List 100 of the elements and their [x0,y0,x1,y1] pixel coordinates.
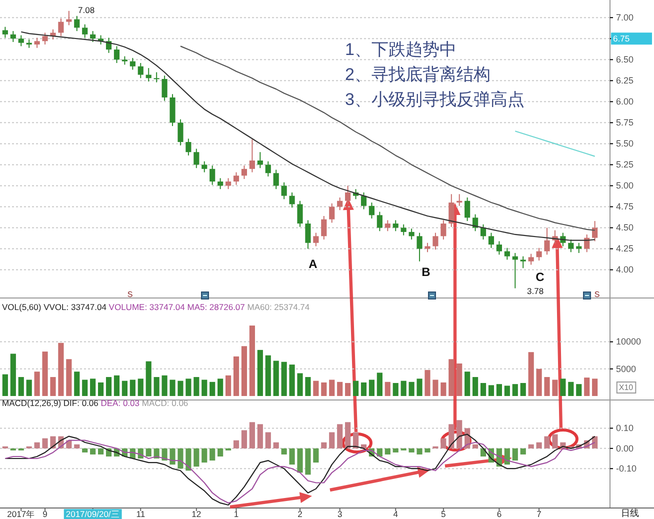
candlestick [376,211,382,232]
y-tick-label: 5000 [616,364,636,374]
candlestick [202,160,208,173]
candlestick [488,232,494,248]
bar [202,448,208,463]
bar [98,382,104,396]
bar [218,378,224,396]
bar [90,378,96,396]
bar [297,373,303,396]
bar [42,352,48,396]
bar [186,448,192,471]
candlestick [368,202,374,220]
candlestick [210,165,216,186]
annotation: 7.08 [78,5,95,15]
bar [281,362,287,396]
bar [218,448,224,456]
x-tick-label: 2 [298,509,303,519]
bar [2,374,8,396]
text: DEA: 0.03 [100,398,142,408]
annotation: 2、寻找底背离结构 [345,65,490,84]
bar [504,448,510,465]
candlestick [34,37,40,48]
bar [337,424,343,448]
candlestick [281,182,287,200]
y-tick-label: 6.50 [616,54,634,65]
y-tick-label: 0.00 [616,443,634,454]
bar [456,363,462,396]
bar [472,377,478,396]
candlestick [257,152,263,169]
bar [329,432,335,448]
bar [544,436,550,448]
annotation: 3、小级别寻找反弹高点 [345,90,524,109]
bar [360,382,367,396]
bar [392,448,398,452]
bar [210,448,216,461]
candlestick [82,24,88,38]
y-tick-label: 7.00 [616,12,634,22]
y-tick-label: 4.25 [616,244,634,254]
bar [528,352,534,396]
y-tick-label: 5.50 [616,138,634,149]
x-tick-label: 7 [536,509,542,519]
bar [281,448,287,454]
candlestick [504,247,510,260]
annotation: VOLUME: 33747.04 [108,302,188,312]
candlestick [66,10,72,26]
bar [313,448,319,463]
bar [178,448,184,469]
candlestick [321,215,327,240]
bar [416,448,422,454]
candlestick [329,202,335,224]
bar [512,448,518,461]
candlestick [249,138,255,173]
bar [130,380,136,396]
bar [440,438,446,448]
x-tick-label: 11 [136,509,146,519]
candlestick [10,30,16,42]
bar [50,377,56,396]
bar [202,380,208,396]
bar [10,354,16,396]
bar [305,448,311,475]
bar [528,444,534,448]
candlestick [448,194,454,228]
x-tick-label: 6 [496,509,502,519]
bar [241,346,248,396]
bar [233,440,240,448]
bar [305,377,311,396]
bar [448,359,454,396]
bar [400,380,406,396]
x-tick-label: 2017/09/20/三 [66,509,120,519]
candlestick [226,178,232,190]
bar [376,372,382,396]
candlestick [241,165,248,180]
candlestick [568,239,574,253]
candlestick [42,32,48,46]
bar [34,372,40,396]
annotation: 1、下跌趋势中 [345,40,456,59]
bar [154,377,160,396]
bar [42,438,48,448]
bar [345,382,351,396]
bar [257,424,263,448]
bar [472,444,478,448]
text: DIF: 0.06 [63,398,101,408]
candlestick [114,46,120,64]
bar [74,372,80,396]
chart-title: VOL(5,60) [2,302,44,312]
bar [194,448,200,467]
bar [66,359,72,396]
y-tick-label: 4.50 [616,222,634,233]
bar [313,380,319,396]
bar [106,377,112,396]
candlestick [528,253,534,266]
annotation: 3.78 [527,286,544,296]
bar [448,424,454,448]
bar [592,378,598,396]
bar [408,382,414,396]
bar [273,360,279,396]
bar [345,422,351,448]
annotation: MA5: 28726.07 [187,302,248,312]
candlestick [360,192,367,210]
bar [90,448,96,454]
